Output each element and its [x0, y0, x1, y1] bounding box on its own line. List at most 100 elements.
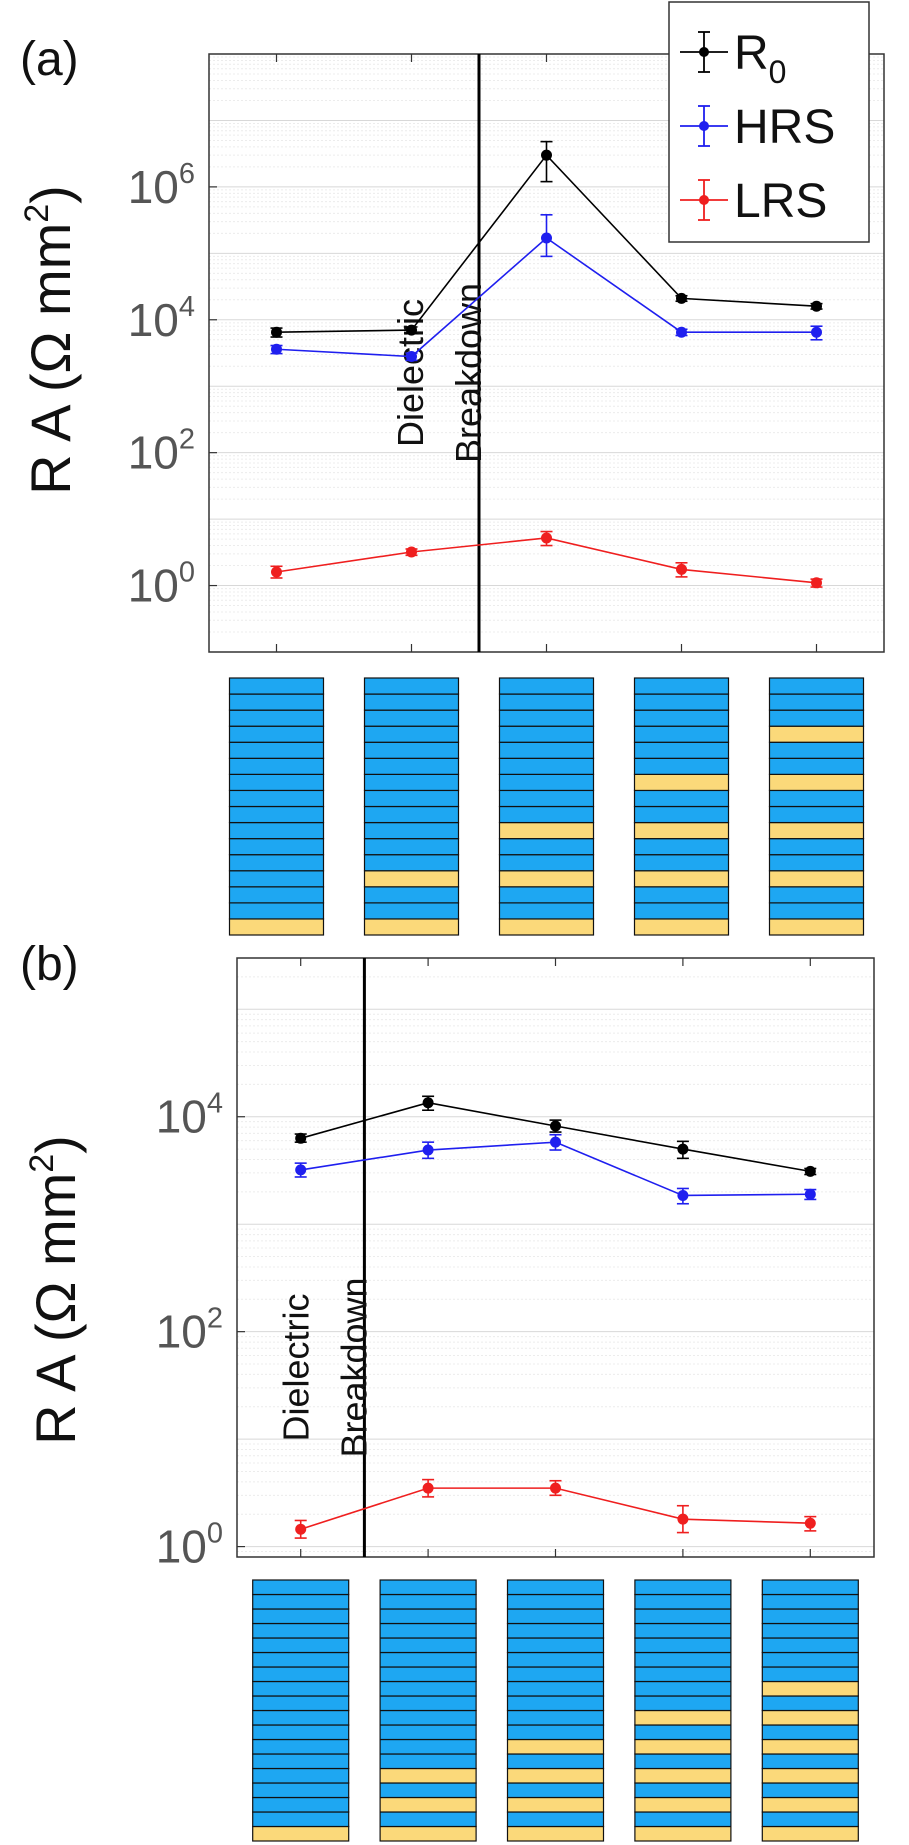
blue-layer	[498, 677, 595, 695]
layer-stack	[768, 677, 865, 936]
blue-layer	[498, 741, 595, 759]
blue-layer	[506, 1637, 605, 1654]
blue-layer	[252, 1680, 350, 1697]
blue-layer	[498, 709, 595, 727]
blue-layer	[506, 1695, 605, 1712]
data-point-hrs	[422, 1144, 434, 1156]
blue-layer	[634, 1666, 732, 1683]
blue-layer	[252, 1709, 350, 1726]
blue-layer	[768, 789, 865, 808]
data-point-lrs	[406, 546, 417, 558]
blue-layer	[498, 789, 595, 808]
blue-layer	[363, 725, 460, 743]
blue-layer	[633, 693, 730, 711]
yellow-layer	[506, 1825, 605, 1842]
data-point-r0	[677, 1143, 689, 1155]
panel-label: (b)	[20, 938, 79, 991]
blue-layer	[634, 1637, 732, 1654]
blue-layer	[768, 677, 865, 695]
blue-layer	[228, 886, 325, 904]
blue-layer	[252, 1738, 350, 1755]
blue-layer	[634, 1811, 732, 1828]
blue-layer	[228, 725, 325, 743]
blue-layer	[252, 1811, 350, 1828]
blue-layer	[252, 1796, 350, 1813]
blue-layer	[228, 789, 325, 808]
blue-layer	[506, 1753, 605, 1770]
yellow-layer	[379, 1796, 477, 1813]
yellow-layer	[634, 1796, 732, 1813]
legend: R0 HRS LRS	[668, 1, 870, 243]
blue-layer	[363, 757, 460, 775]
blue-layer	[379, 1738, 477, 1755]
data-point-r0	[271, 326, 282, 338]
yellow-layer	[761, 1796, 859, 1813]
blue-layer	[252, 1767, 350, 1784]
data-point-lrs	[804, 1517, 816, 1529]
blue-layer	[633, 757, 730, 775]
blue-layer	[768, 757, 865, 775]
layer-stack	[506, 1579, 605, 1842]
series-hrs	[294, 1133, 817, 1205]
blue-layer	[761, 1608, 859, 1625]
blue-layer	[228, 838, 325, 856]
blue-layer	[634, 1651, 732, 1668]
blue-layer	[634, 1608, 732, 1625]
blue-layer	[506, 1593, 605, 1610]
data-point-r0	[295, 1132, 307, 1144]
blue-layer	[498, 757, 595, 775]
blue-layer	[379, 1709, 477, 1726]
data-point-r0	[811, 300, 822, 312]
breakdown-label: Dielectric	[275, 1293, 316, 1441]
legend-marker	[699, 195, 709, 205]
blue-layer	[634, 1782, 732, 1799]
yellow-layer	[761, 1738, 859, 1755]
blue-layer	[506, 1579, 605, 1596]
yellow-layer	[379, 1767, 477, 1784]
blue-layer	[228, 870, 325, 888]
yellow-layer	[506, 1767, 605, 1784]
blue-layer	[761, 1651, 859, 1668]
grid	[209, 56, 884, 633]
blue-layer	[379, 1637, 477, 1654]
yellow-layer	[761, 1709, 859, 1726]
grid	[237, 976, 874, 1553]
data-point-hrs	[811, 326, 822, 338]
blue-layer	[363, 821, 460, 840]
data-point-lrs	[676, 563, 687, 575]
blue-layer	[498, 838, 595, 856]
yellow-layer	[363, 918, 460, 936]
series-hrs	[270, 214, 823, 363]
blue-layer	[768, 886, 865, 904]
y-tick-label: 104	[128, 291, 195, 346]
blue-layer	[379, 1651, 477, 1668]
blue-layer	[252, 1666, 350, 1683]
blue-layer	[363, 677, 460, 695]
blue-layer	[768, 709, 865, 727]
blue-layer	[252, 1724, 350, 1741]
blue-layer	[498, 902, 595, 920]
blue-layer	[498, 725, 595, 743]
data-point-lrs	[422, 1482, 434, 1494]
legend-label-r0: R0	[734, 27, 786, 90]
data-point-r0	[804, 1165, 816, 1177]
data-point-r0	[676, 292, 687, 304]
blue-layer	[363, 838, 460, 856]
blue-layer	[379, 1579, 477, 1596]
yellow-layer	[768, 725, 865, 743]
blue-layer	[506, 1709, 605, 1726]
legend-label-lrs: LRS	[734, 175, 827, 228]
blue-layer	[228, 854, 325, 872]
blue-layer	[252, 1753, 350, 1770]
blue-layer	[252, 1637, 350, 1654]
blue-layer	[498, 773, 595, 792]
layer-stack	[633, 677, 730, 936]
data-point-lrs	[271, 566, 282, 578]
blue-layer	[498, 693, 595, 711]
blue-layer	[379, 1593, 477, 1610]
layer-stack	[363, 677, 460, 936]
yellow-layer	[634, 1767, 732, 1784]
data-point-lrs	[677, 1513, 689, 1525]
yellow-layer	[633, 870, 730, 888]
blue-layer	[252, 1608, 350, 1625]
